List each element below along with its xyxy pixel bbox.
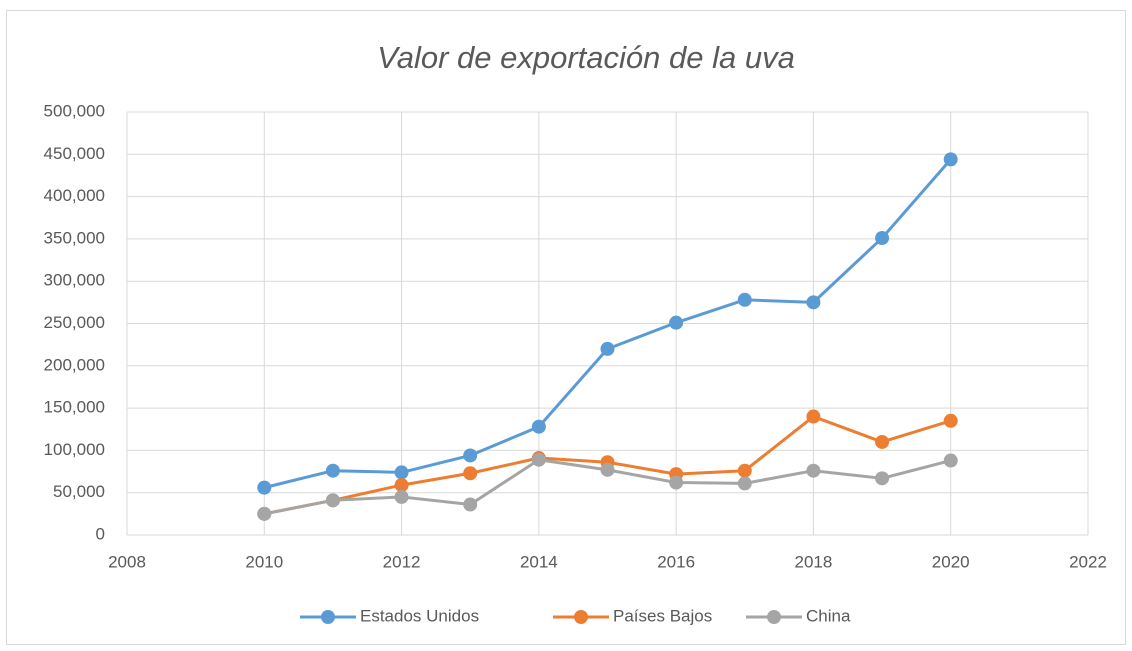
data-point (394, 478, 409, 493)
data-point (806, 295, 821, 310)
data-point (737, 476, 752, 491)
y-tick-label: 200,000 (44, 355, 105, 374)
data-point (737, 463, 752, 478)
data-point (531, 419, 546, 434)
y-tick-label: 250,000 (44, 313, 105, 332)
legend-marker (321, 610, 335, 624)
data-point (806, 409, 821, 424)
data-point (325, 493, 340, 508)
y-tick-label: 400,000 (44, 186, 105, 205)
data-point (463, 448, 478, 463)
y-tick-label: 150,000 (44, 398, 105, 417)
data-point (257, 506, 272, 521)
y-tick-label: 0 (96, 524, 105, 543)
data-point (875, 434, 890, 449)
data-point (943, 413, 958, 428)
data-point (325, 463, 340, 478)
data-point (463, 497, 478, 512)
data-point (737, 292, 752, 307)
data-point (463, 466, 478, 481)
x-tick-label: 2008 (108, 552, 146, 571)
legend-marker (767, 610, 781, 624)
x-tick-label: 2020 (932, 552, 970, 571)
data-point (669, 315, 684, 330)
y-tick-label: 500,000 (44, 101, 105, 120)
data-point (875, 231, 890, 246)
data-point (875, 471, 890, 486)
data-point (806, 463, 821, 478)
legend-marker (574, 610, 588, 624)
y-tick-label: 450,000 (44, 144, 105, 163)
data-point (531, 452, 546, 467)
data-point (943, 152, 958, 167)
x-tick-label: 2018 (795, 552, 833, 571)
x-tick-label: 2010 (245, 552, 283, 571)
x-tick-label: 2022 (1069, 552, 1107, 571)
x-tick-label: 2016 (657, 552, 695, 571)
x-tick-label: 2012 (383, 552, 421, 571)
x-tick-label: 2014 (520, 552, 558, 571)
data-point (394, 489, 409, 504)
y-tick-label: 100,000 (44, 440, 105, 459)
data-point (600, 341, 615, 356)
data-point (943, 453, 958, 468)
data-point (600, 462, 615, 477)
legend-label: Estados Unidos (360, 606, 479, 625)
chart-title: Valor de exportación de la uva (377, 40, 795, 75)
data-point (257, 480, 272, 495)
data-point (669, 475, 684, 490)
y-tick-label: 50,000 (53, 482, 105, 501)
legend-label: Países Bajos (613, 606, 712, 625)
chart-border (6, 10, 1126, 645)
y-tick-label: 350,000 (44, 228, 105, 247)
y-tick-label: 300,000 (44, 271, 105, 290)
data-point (394, 465, 409, 480)
legend-label: China (806, 606, 851, 625)
